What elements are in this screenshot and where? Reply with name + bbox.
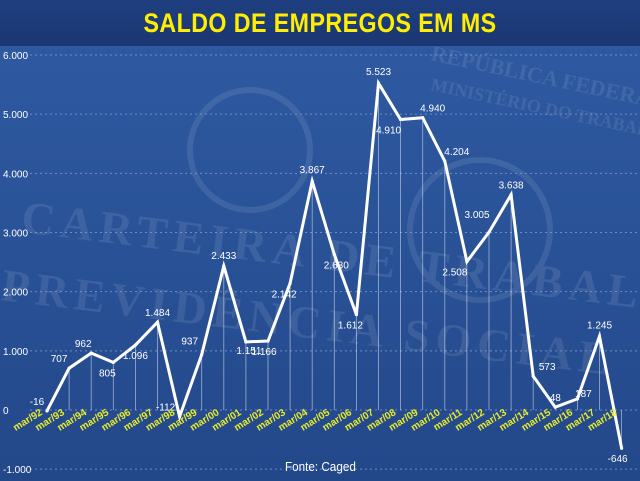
y-tick-label: 3.000 — [3, 228, 28, 239]
y-axis-ticks: -1.000 0 1.000 2.000 3.000 4.000 5.000 6.000 — [3, 51, 32, 476]
data-point — [620, 446, 624, 450]
data-point — [332, 252, 336, 256]
data-label: 1.484 — [145, 308, 170, 319]
y-tick-label: 4.000 — [3, 169, 28, 180]
x-axis-ticks: mar/92mar/93mar/94mar/95mar/96mar/97mar/… — [11, 407, 619, 434]
data-point — [376, 81, 381, 85]
data-label: 4.204 — [444, 147, 469, 158]
source-note: Fonte: Caged — [0, 459, 640, 474]
source-text: Fonte: Caged — [284, 459, 356, 474]
data-label: 1.245 — [587, 320, 612, 331]
data-point — [178, 415, 182, 419]
data-label: 2.142 — [272, 289, 297, 300]
data-label: 4.910 — [376, 125, 401, 136]
data-point — [443, 159, 447, 163]
y-tick-label: -1.000 — [3, 465, 32, 476]
data-point — [155, 320, 160, 324]
data-label: 5.523 — [366, 67, 391, 78]
data-point — [288, 281, 292, 285]
data-point — [509, 193, 513, 197]
data-point — [222, 264, 226, 268]
data-label: 3.005 — [464, 210, 489, 221]
data-point — [421, 116, 425, 120]
data-label: 3.638 — [499, 181, 524, 192]
data-label: 805 — [99, 368, 116, 379]
data-point — [67, 366, 71, 370]
data-label: 2.508 — [442, 268, 467, 279]
data-label: 707 — [51, 354, 68, 365]
data-label: 48 — [550, 393, 562, 404]
data-label: 937 — [181, 337, 198, 348]
value-drop-lines — [46, 83, 622, 449]
data-point — [399, 117, 403, 122]
data-point — [244, 340, 248, 344]
data-point — [45, 409, 49, 413]
data-point — [575, 397, 580, 401]
chart-title: SALDO DE EMPREGOS EM MS — [143, 8, 497, 38]
data-label: 187 — [575, 389, 592, 400]
data-label: 962 — [75, 339, 92, 350]
data-point — [487, 230, 491, 234]
data-label: -646 — [608, 454, 628, 465]
data-point — [354, 313, 358, 317]
y-tick-label: 1.000 — [3, 347, 28, 358]
data-point — [531, 374, 535, 378]
data-label: 2.630 — [324, 260, 349, 271]
data-label: 1.096 — [123, 351, 148, 362]
y-tick-label: 6.000 — [3, 51, 28, 62]
data-point — [111, 360, 115, 364]
data-point — [266, 339, 270, 343]
data-point — [89, 351, 93, 355]
title-bar: SALDO DE EMPREGOS EM MS — [0, 0, 640, 46]
y-tick-label: 2.000 — [3, 288, 28, 299]
data-point — [310, 179, 314, 183]
data-label: -112 — [156, 403, 176, 414]
data-point — [553, 405, 557, 409]
data-point — [133, 343, 137, 347]
data-label: 1.166 — [251, 347, 276, 358]
data-label: 1.612 — [338, 321, 363, 332]
series-line-group — [45, 78, 624, 450]
y-tick-label: 5.000 — [3, 110, 28, 121]
data-label: 573 — [539, 362, 556, 373]
grid-lines — [30, 54, 640, 470]
data-point — [597, 334, 602, 338]
data-labels: -167079628051.0961.484-1129372.4331.1511… — [30, 67, 628, 465]
data-point — [465, 260, 469, 264]
data-label: -16 — [30, 397, 45, 408]
data-label: 3.867 — [300, 165, 325, 176]
data-label: 2.433 — [211, 251, 236, 262]
y-tick-label: 0 — [3, 406, 9, 417]
data-point — [200, 352, 204, 357]
data-label: 4.940 — [420, 104, 445, 115]
data-label: 1.151 — [236, 346, 261, 357]
